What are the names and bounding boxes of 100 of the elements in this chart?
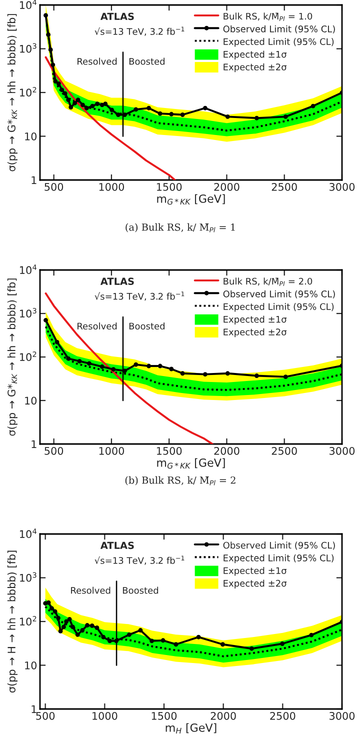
legend-label: Observed Limit (95% CL): [223, 290, 335, 298]
x-tick-label: 1000: [92, 712, 118, 720]
y-tick-label: 10$^{4}$: [20, 528, 36, 538]
point: [80, 628, 85, 632]
annotation: √s=13 TeV, 3.2 fb$^{−1}$: [94, 556, 184, 565]
point: [202, 106, 208, 110]
text: (a) Bulk RS, k/ M̄$_{Pl}$ = 1: [126, 223, 235, 232]
point: [76, 98, 80, 102]
point: [254, 116, 259, 120]
point: [86, 361, 92, 366]
point: [225, 114, 230, 119]
point: [134, 107, 138, 112]
point: [80, 102, 85, 108]
point: [138, 628, 143, 632]
annotation: √s=13 TeV, 3.2 fb$^{−1}$: [94, 292, 184, 301]
legend-label: Bulk RS, k/M̄$_{Pl}$ = 1.0: [224, 12, 312, 22]
point: [54, 340, 60, 344]
annotation: ATLAS: [100, 12, 134, 20]
x-tick-label: 1500: [152, 712, 177, 720]
x-tick-label: 1000: [99, 446, 124, 455]
point: [283, 114, 288, 119]
point: [100, 364, 104, 369]
point: [46, 600, 51, 605]
point: [174, 642, 178, 647]
legend-label: Observed Limit (95% CL): [223, 542, 335, 550]
y-tick-label: 10: [25, 132, 37, 140]
x-tick-label: 1500: [156, 446, 182, 455]
y-tick-label: 10$^{2}$: [20, 616, 36, 626]
x-axis-title: m$_{H}$ [GeV]: [166, 723, 216, 734]
point: [169, 366, 174, 372]
y-tick-label: 10: [25, 661, 37, 670]
y-axis-title: σ(pp → H → hh → bbbb) [fb]: [7, 550, 18, 693]
line-series: [44, 56, 176, 180]
point: [180, 371, 185, 376]
point: [146, 106, 152, 110]
x-tick-label: 1500: [156, 182, 182, 191]
point: [310, 104, 316, 108]
x-tick-label: 2000: [214, 182, 240, 191]
y-tick-label: 10$^{4}$: [20, 0, 36, 10]
point: [44, 13, 48, 18]
x-tick-label: 3000: [330, 712, 355, 720]
y-tick-label: 10$^{2}$: [20, 86, 36, 97]
point: [75, 632, 80, 637]
point: [249, 646, 254, 651]
legend-label: Expected ±2σ: [224, 63, 287, 72]
y-tick-label: 10$^{2}$: [20, 351, 36, 362]
point: [100, 102, 104, 108]
legend-label: Expected ±1σ: [224, 316, 287, 324]
y-tick-label: 10$^{3}$: [20, 572, 36, 582]
point: [62, 91, 68, 96]
point: [111, 367, 116, 372]
legend-label: Expected ±1σ: [224, 567, 287, 576]
x-axis-title: m$_{G*KK}$ [GeV]: [157, 458, 225, 469]
point: [225, 371, 230, 376]
point: [84, 106, 89, 110]
point: [50, 62, 56, 68]
annotation: Boosted: [129, 58, 164, 65]
point: [116, 112, 120, 117]
point: [180, 112, 185, 117]
point: [56, 616, 60, 620]
point: [283, 374, 288, 380]
point: [108, 638, 112, 644]
legend-label: Expected Limit (95% CL): [224, 303, 334, 312]
legend-label: Expected Limit (95% CL): [224, 38, 334, 47]
x-tick-label: 3000: [330, 446, 355, 455]
x-tick-label: 1000: [99, 182, 124, 191]
legend-label: Expected ±2σ: [224, 580, 287, 588]
point: [46, 32, 51, 37]
point: [85, 623, 90, 628]
point: [56, 81, 61, 86]
point: [43, 601, 48, 606]
annotation: ATLAS: [100, 542, 134, 550]
point: [254, 374, 259, 378]
point: [50, 606, 54, 611]
line-series: [44, 292, 214, 444]
point: [58, 628, 63, 634]
y-tick-label: 10: [25, 396, 37, 405]
point: [309, 632, 314, 638]
legend-label: Expected ±1σ: [224, 50, 287, 60]
point: [53, 79, 58, 84]
annotation: Boosted: [122, 586, 158, 594]
point: [66, 356, 71, 361]
point: [77, 358, 82, 364]
point: [60, 88, 64, 92]
x-tick-label: 2000: [210, 712, 236, 720]
legend-label: Expected Limit (95% CL): [224, 554, 334, 564]
annotation: Resolved: [78, 322, 117, 330]
legend-label: Observed Limit (95% CL): [223, 25, 335, 34]
x-tick-label: 2500: [272, 446, 297, 455]
point: [196, 634, 201, 640]
point: [90, 624, 94, 628]
y-tick-label: 10$^{3}$: [20, 43, 36, 53]
y-tick-label: 10$^{3}$: [20, 308, 36, 318]
point: [103, 102, 108, 106]
point: [146, 364, 152, 368]
point: [169, 112, 174, 116]
x-tick-label: 2500: [270, 712, 296, 720]
point: [110, 108, 114, 112]
point: [134, 362, 138, 367]
annotation: Resolved: [71, 586, 110, 594]
